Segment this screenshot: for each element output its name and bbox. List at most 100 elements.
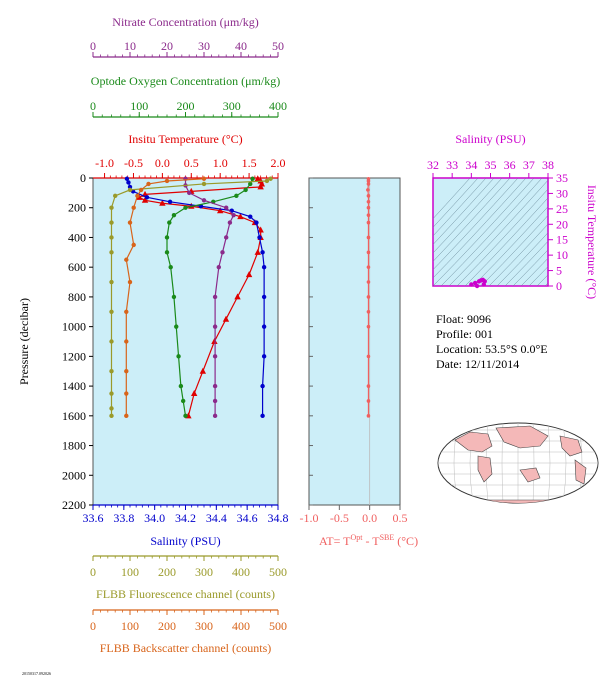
map-landmass (477, 455, 493, 483)
density-contour (433, 178, 479, 228)
ts-point (481, 282, 486, 287)
delta-point (366, 384, 371, 388)
density-contour (488, 223, 548, 286)
fluorescence-point (127, 187, 133, 193)
oxygen-point (183, 413, 188, 419)
fluorescence-tick-label: 200 (158, 565, 176, 579)
delta-tick-label: -0.5 (330, 511, 349, 525)
salinity-point (257, 235, 262, 240)
fluorescence-tick-label: 400 (232, 565, 250, 579)
nitrate-point (212, 294, 218, 300)
backscatter-point (124, 391, 129, 396)
salinity-tick-label: 34.4 (206, 511, 227, 525)
fluorescence-point (109, 413, 114, 419)
nitrate-point (187, 190, 192, 196)
ts-x-tick-label: 32 (427, 158, 439, 172)
nitrate-tick-label: 0 (90, 39, 96, 53)
delta-point (366, 399, 371, 403)
nitrate-point (212, 413, 218, 419)
oxygen-point (171, 212, 177, 218)
delta-point (366, 324, 371, 329)
fluorescence-tick-label: 0 (90, 565, 96, 579)
oxygen-tick-label: 200 (177, 99, 195, 113)
oxygen-point (250, 176, 255, 181)
backscatter-tick-label: 400 (232, 619, 250, 633)
delta-point (366, 295, 371, 299)
density-contour (433, 178, 471, 220)
temperature-point (237, 213, 244, 220)
fluorescence-point (201, 181, 207, 187)
salinity-tick-label: 34.2 (175, 511, 196, 525)
ts-y-axis-title: Insitu Temperature (°C) (585, 185, 599, 299)
delta-point (366, 199, 371, 204)
delta-point (366, 205, 371, 210)
ts-y-tick-label: 30 (556, 186, 568, 200)
pressure-tick-label: 2000 (62, 468, 86, 482)
delta-temperature-panel: -1.0 -0.5 0.0 0.5 AT= TOpt - TSBE (°C) (300, 176, 418, 548)
backscatter-point (124, 339, 129, 344)
map-landmass (559, 435, 583, 457)
float-id: Float: 9096 (436, 312, 491, 326)
backscatter-tick-label: 0 (90, 619, 96, 633)
oxygen-point (243, 187, 248, 193)
delta-axis-title-mid: - T (362, 534, 380, 548)
oxygen-point (248, 181, 253, 187)
nitrate-point (216, 264, 221, 270)
temperature-point (211, 338, 218, 344)
temperature-point (254, 248, 261, 255)
fluorescence-point (109, 235, 114, 240)
oxygen-point (180, 398, 186, 404)
nitrate-point (224, 205, 229, 210)
salinity-tick-label: 34.6 (237, 511, 258, 525)
temperature-point (245, 271, 253, 278)
ts-x-tick-label: 38 (542, 158, 554, 172)
temperature-axis-title: Insitu Temperature (°C) (128, 132, 242, 146)
density-contour (433, 178, 535, 286)
map-landmass (574, 459, 587, 485)
fluorescence-point (264, 178, 270, 184)
temperature-point (257, 226, 264, 233)
salinity-point (144, 195, 150, 200)
backscatter-point (124, 257, 129, 262)
delta-point (366, 182, 371, 186)
ts-point (474, 283, 480, 289)
pressure-tick-label: 200 (68, 201, 86, 215)
fluorescence-point (109, 339, 114, 344)
oxygen-point (176, 354, 181, 359)
oxygen-tick-label: 300 (223, 99, 241, 113)
temperature-point (141, 196, 149, 203)
backscatter-tick-label: 100 (121, 619, 139, 633)
oxygen-point (167, 220, 172, 225)
location: Location: 53.5°S 0.0°E (436, 342, 548, 356)
density-contour (433, 178, 487, 237)
temperature-point (159, 199, 166, 206)
delta-point (366, 265, 371, 269)
oxygen-tick-label: 400 (269, 99, 287, 113)
density-contour (536, 274, 548, 286)
fluorescence-point (109, 220, 114, 225)
delta-plot-area (308, 177, 401, 506)
fluorescence-axis-title: FLBB Fluorescence channel (counts) (96, 587, 275, 601)
temperature-tick-label: 2.0 (271, 156, 286, 170)
salinity-point (167, 199, 173, 204)
ts-x-tick-label: 33 (446, 158, 458, 172)
oxygen-point (234, 193, 239, 199)
backscatter-point (146, 181, 151, 187)
density-contour (448, 179, 548, 286)
salinity-point (261, 294, 267, 300)
density-contour (433, 178, 527, 279)
temperature-point (199, 367, 207, 374)
fluorescence-point (109, 406, 114, 411)
ts-y-tick-label: 5 (556, 264, 562, 278)
density-contour (520, 257, 548, 286)
nitrate-series-line (184, 178, 235, 416)
ts-plot-area (432, 177, 549, 287)
density-contour (480, 215, 548, 286)
delta-axis-title-sup1: Opt (350, 533, 363, 542)
backscatter-tick-label: 200 (158, 619, 176, 633)
nitrate-tick-label: 50 (272, 39, 284, 53)
pressure-tick-label: 600 (68, 260, 86, 274)
temperature-point (222, 315, 230, 322)
density-contour (472, 206, 548, 286)
